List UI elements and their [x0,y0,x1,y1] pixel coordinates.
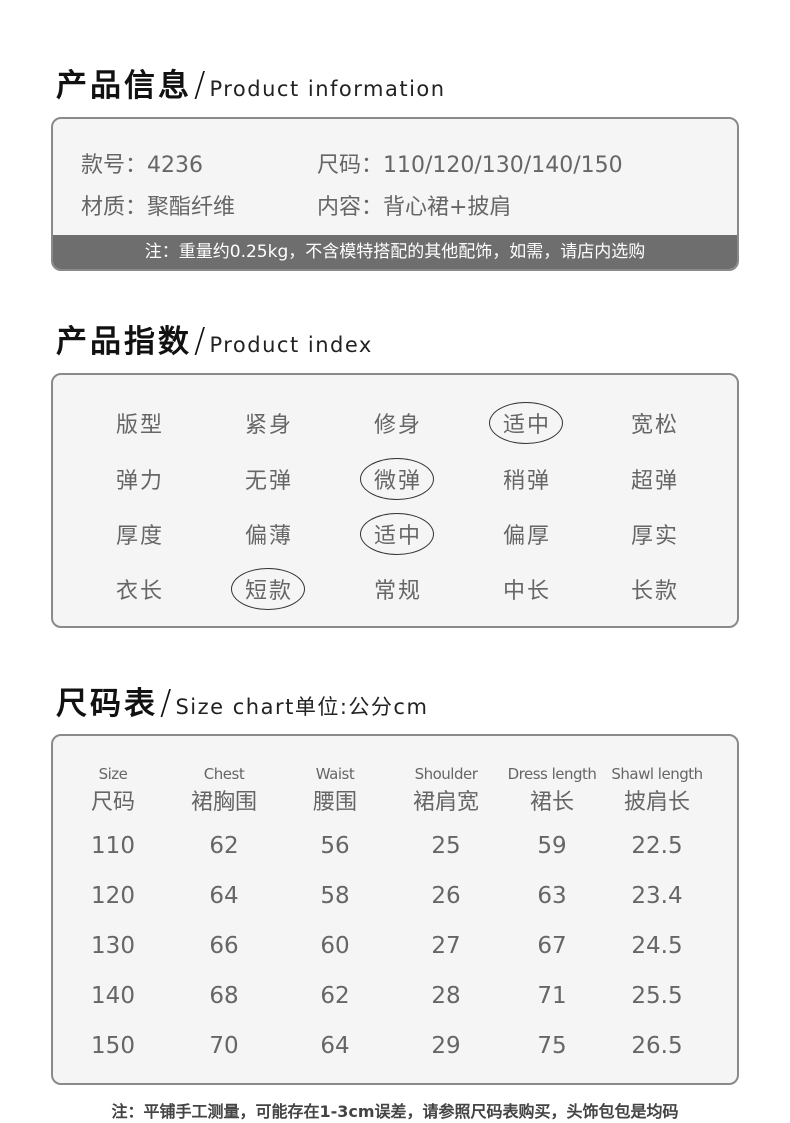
table-cell: 24.5 [631,933,683,959]
index-option: 修身 [373,413,422,438]
index-option-selected: 适中 [353,513,443,555]
measurement-note: 注：平铺手工测量，可能存在1-3cm误差，请参照尺码表购买，头饰包包是均码 [111,1102,679,1121]
index-option: 紧身 [244,413,293,438]
index-label: 版型 [115,413,164,438]
index-option-selected: 短款 [224,568,314,610]
style-number: 款号：4236 [81,153,203,178]
header-zh: 尺码 [90,790,135,815]
table-cell: 60 [320,933,350,959]
header-zh: 裙肩宽 [412,790,479,815]
sizes: 尺码：110/120/130/140/150 [317,153,623,178]
table-cell: 75 [537,1033,567,1059]
table-cell: 110 [91,833,135,859]
index-label: 厚度 [115,524,164,549]
table-cell: 130 [91,933,135,959]
table-cell: 62 [209,833,239,859]
table-cell: 23.4 [631,883,683,909]
index-label: 衣长 [115,579,164,604]
header-zh: 裙长 [529,790,574,815]
index-option-selected: 微弹 [353,458,443,500]
table-cell: 28 [431,983,461,1009]
product-info-box: 款号：4236 尺码：110/120/130/140/150 材质：聚酯纤维 内… [51,117,739,271]
contents: 内容：背心裙+披肩 [317,195,512,220]
header-zh: 腰围 [312,790,357,815]
table-cell: 64 [320,1033,350,1059]
table-cell: 62 [320,983,350,1009]
table-cell: 68 [209,983,239,1009]
size-chart-table: Size 尺码 Chest 裙胸围 Waist 腰围 Shoulder 裙肩宽 Dress le… [51,734,739,1085]
index-option: 稍弹 [502,469,551,494]
table-cell: 66 [209,933,239,959]
table-cell: 56 [320,833,350,859]
header-en: Size [98,765,128,783]
table-cell: 26.5 [631,1033,683,1059]
weight-note: 注：重量约0.25kg，不含模特搭配的其他配饰，如需，请店内选购 [53,235,737,269]
table-cell: 140 [91,983,135,1009]
header-zh: 披肩长 [623,790,690,815]
table-cell: 70 [209,1033,239,1059]
size-chart-title: 尺码表 / Size chart单位:公分cm [56,683,429,723]
index-option: 偏厚 [502,524,551,549]
index-option: 宽松 [630,413,679,438]
header-en: Shawl length [611,765,703,783]
material: 材质：聚酯纤维 [81,195,236,220]
index-option: 厚实 [630,524,679,549]
header-en: Waist [315,765,355,783]
product-index-box: 版型 紧身 修身 适中 宽松 弹力 无弹 微弹 稍弹 超弹 厚度 偏薄 适中 偏厚 厚实 衣长 短款 常规 中长 长款 [51,373,739,628]
table-cell: 29 [431,1033,461,1059]
index-option: 常规 [373,579,422,604]
table-cell: 25 [431,833,461,859]
index-option: 中长 [502,579,551,604]
header-en: Dress length [507,765,597,783]
index-option: 无弹 [244,469,293,494]
index-option: 超弹 [630,469,679,494]
table-cell: 58 [320,883,350,909]
index-option: 偏薄 [244,524,293,549]
table-cell: 26 [431,883,461,909]
table-cell: 150 [91,1033,135,1059]
index-option: 长款 [630,579,679,604]
index-label: 弹力 [115,469,164,494]
table-cell: 64 [209,883,239,909]
table-cell: 27 [431,933,461,959]
table-cell: 25.5 [631,983,683,1009]
table-cell: 59 [537,833,567,859]
table-cell: 71 [537,983,567,1009]
index-option-selected: 适中 [482,402,572,444]
header-en: Shoulder [414,765,478,783]
table-cell: 120 [91,883,135,909]
table-cell: 67 [537,933,567,959]
product-info-title: 产品信息 / Product information [56,65,446,105]
table-cell: 63 [537,883,567,909]
header-en: Chest [203,765,245,783]
header-zh: 裙胸围 [190,790,257,815]
table-cell: 22.5 [631,833,683,859]
product-index-title: 产品指数 / Product index [56,321,373,361]
